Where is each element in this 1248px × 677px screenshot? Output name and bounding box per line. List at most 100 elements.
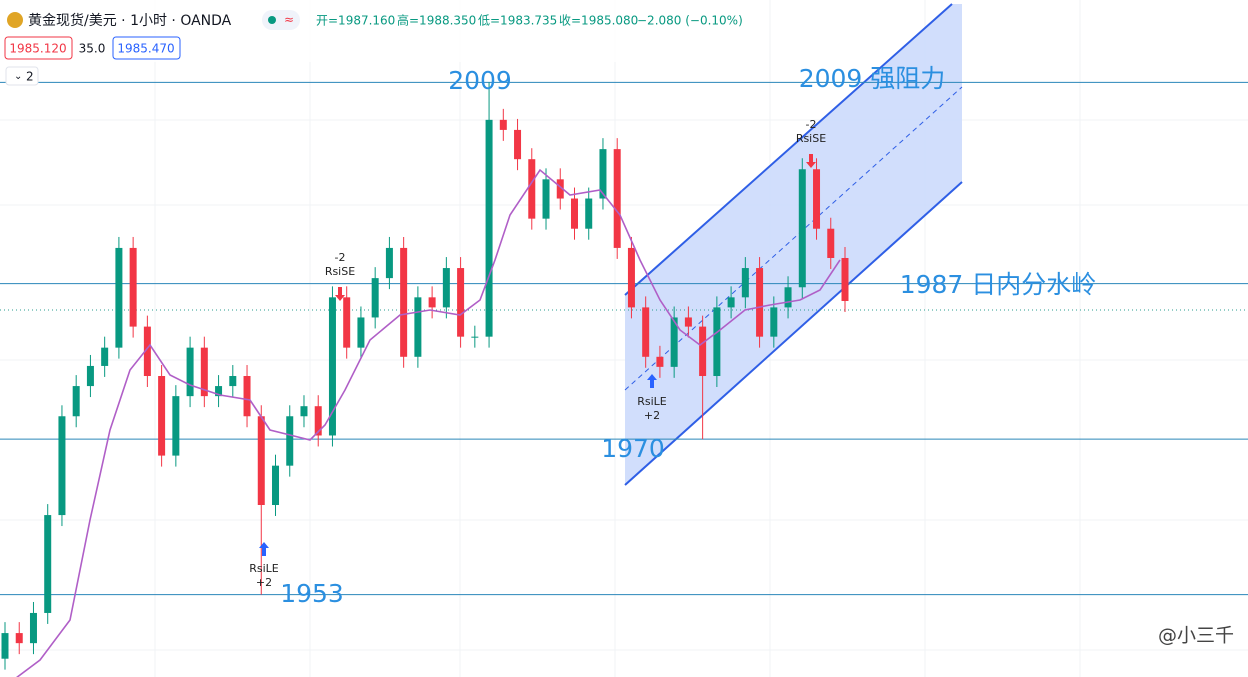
buy-button[interactable] xyxy=(112,36,181,60)
candle-body xyxy=(656,356,664,367)
candle-body xyxy=(357,317,365,348)
ask[interactable]: 1985.470 xyxy=(117,42,174,56)
candle-body xyxy=(442,268,450,308)
bid[interactable]: 1985.120 xyxy=(9,42,66,56)
candle-body xyxy=(556,179,564,199)
candle-body xyxy=(44,515,52,613)
channel-mid xyxy=(624,86,963,391)
candle-body xyxy=(528,159,536,219)
candle-body xyxy=(471,336,479,338)
signal-label: RsiLE xyxy=(637,395,667,408)
candle-body xyxy=(599,149,607,199)
channel-top xyxy=(624,3,953,296)
candle-body xyxy=(499,119,507,130)
candle-body xyxy=(684,317,692,327)
sell-button[interactable] xyxy=(4,36,73,60)
candle-body xyxy=(770,307,778,337)
candle-body xyxy=(741,268,749,298)
moving-average xyxy=(16,168,841,677)
symbol-icon xyxy=(7,12,23,28)
candle-body xyxy=(385,247,393,279)
ohlc-high: 高=1988.350 xyxy=(397,13,476,28)
candle-body xyxy=(784,287,792,308)
candle-body xyxy=(15,633,23,644)
candle-body xyxy=(485,119,493,337)
level-label: 1953 xyxy=(280,579,344,608)
candle-body xyxy=(72,386,80,417)
indicator-count: 2 xyxy=(26,70,34,84)
symbol[interactable]: 黄金现货/美元 · 1小时 · OANDA xyxy=(28,12,232,29)
annotation: 1987 日内分水岭 xyxy=(900,270,1097,299)
signal-size: +2 xyxy=(256,576,272,589)
candle-body xyxy=(827,228,835,258)
candle-body xyxy=(813,169,821,229)
candle-body xyxy=(29,612,37,644)
candle-body xyxy=(670,317,678,367)
ohlc-open: 开=1987.160 xyxy=(316,14,395,28)
ohlc-low: 低=1983.735 xyxy=(478,14,557,28)
candle-body xyxy=(727,297,735,308)
candle-body xyxy=(58,416,66,516)
channel-bottom xyxy=(624,181,963,486)
chevron: ⌄ xyxy=(14,71,22,82)
candle-body xyxy=(286,416,294,466)
candle-body xyxy=(457,268,465,337)
signal-label: RsiSE xyxy=(325,265,355,278)
candle-body xyxy=(343,297,351,348)
annotation: 2009 强阻力 xyxy=(799,64,946,93)
signal-label: RsiLE xyxy=(249,562,279,575)
candle-body xyxy=(115,247,123,348)
candle-body xyxy=(414,297,422,357)
candle-body xyxy=(514,129,522,160)
signal-label: RsiSE xyxy=(796,132,826,145)
sell-arrow xyxy=(335,287,345,301)
candle-body xyxy=(542,179,550,219)
candle-body xyxy=(158,376,166,456)
candle-body xyxy=(272,465,280,506)
candle-body xyxy=(143,326,151,377)
candle-body xyxy=(841,257,849,301)
change: −2.080 (−0.10%) xyxy=(637,14,743,28)
sell-arrow xyxy=(806,154,816,168)
spread: 35.0 xyxy=(79,42,106,56)
buy-arrow xyxy=(259,542,269,556)
candle-body xyxy=(101,347,109,366)
candle-body xyxy=(186,347,194,397)
candle-body xyxy=(328,297,336,436)
candle-body xyxy=(585,198,593,229)
indicator-toggle[interactable] xyxy=(5,66,39,86)
header: 黄金现货/美元 · 1小时 · OANDA ≈ 开=1987.160 高=198… xyxy=(0,0,760,86)
candle-body xyxy=(257,416,265,506)
status-dot xyxy=(268,16,276,24)
signal-size: -2 xyxy=(335,251,346,264)
candle-body xyxy=(1,633,9,659)
candle-body xyxy=(798,169,806,288)
candle-body xyxy=(243,376,251,417)
candle-body xyxy=(314,406,322,436)
level-label: 1970 xyxy=(601,434,665,463)
candle-body xyxy=(215,386,223,397)
candle-body xyxy=(756,268,764,337)
candle-body xyxy=(428,297,436,308)
candle-body xyxy=(200,347,208,397)
candle-body xyxy=(613,149,621,248)
status-icon: ≈ xyxy=(284,13,294,27)
buy-arrow xyxy=(647,374,657,388)
candle-body xyxy=(713,307,721,377)
candle-body xyxy=(400,247,408,357)
watermark: @小三千 xyxy=(1158,625,1234,647)
candle-body xyxy=(300,406,308,417)
status-pill[interactable] xyxy=(262,10,300,30)
candle-body xyxy=(229,376,237,387)
candle-body xyxy=(642,307,650,357)
signal-size: +2 xyxy=(644,409,660,422)
candle-body xyxy=(699,326,707,377)
candle-body xyxy=(129,247,137,327)
candle-body xyxy=(570,198,578,229)
channel-fill xyxy=(625,4,962,485)
candle-body xyxy=(627,247,635,308)
candle-body xyxy=(86,365,94,387)
signal-size: -2 xyxy=(806,118,817,131)
